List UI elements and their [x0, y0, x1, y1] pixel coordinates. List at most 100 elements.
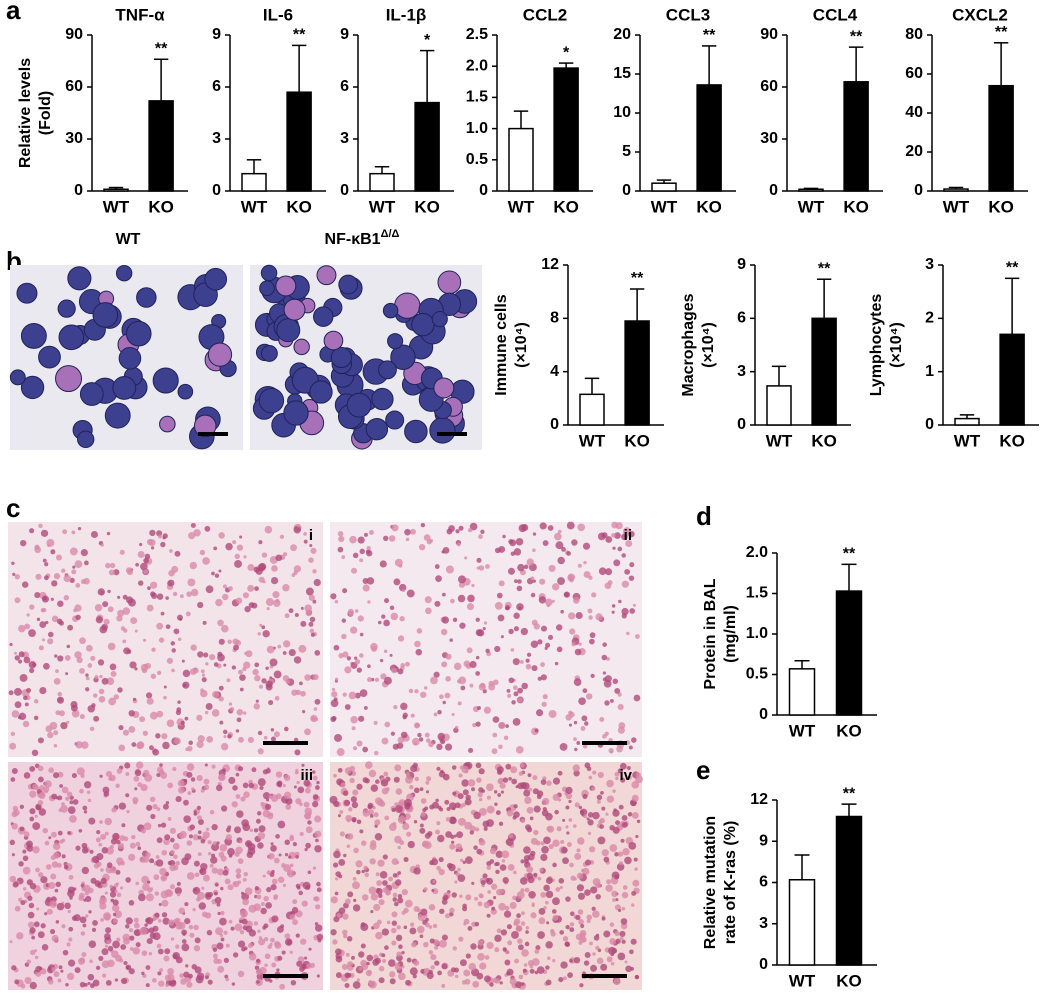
- panel-label: c: [6, 493, 20, 523]
- tissue-dot: [29, 604, 34, 609]
- tissue-dot: [29, 903, 35, 909]
- tissue-dot: [92, 928, 96, 932]
- tissue-dot: [151, 546, 154, 549]
- cell: [366, 419, 387, 440]
- y-tick-label: 20: [613, 26, 631, 43]
- cell: [80, 383, 103, 406]
- tissue-dot: [568, 574, 575, 581]
- y-tick-label: 0: [759, 706, 768, 723]
- tissue-dot: [250, 829, 253, 832]
- tissue-dot: [130, 843, 136, 849]
- tissue-dot: [553, 794, 560, 801]
- bar: [287, 92, 311, 191]
- tissue-dot: [310, 629, 314, 633]
- tissue-dot: [342, 913, 348, 919]
- tissue-dot: [606, 879, 611, 884]
- tissue-dot: [45, 621, 48, 624]
- tissue-dot: [353, 899, 356, 902]
- tissue-dot: [622, 907, 626, 911]
- tissue-dot: [362, 747, 368, 753]
- y-tick-label: 60: [905, 65, 923, 82]
- tissue-dot: [157, 767, 164, 774]
- tissue-dot: [171, 669, 175, 673]
- tissue-dot: [107, 590, 110, 593]
- tissue-dot: [243, 711, 246, 714]
- tissue-dot: [359, 558, 363, 562]
- y-tick-label: 3: [737, 363, 746, 380]
- tissue-dot: [249, 783, 255, 789]
- tissue-dot: [343, 934, 347, 938]
- tissue-dot: [186, 982, 192, 988]
- tissue-dot: [85, 673, 88, 676]
- tissue-dot: [115, 890, 118, 893]
- tissue-dot: [36, 907, 39, 910]
- tissue-dot: [360, 633, 364, 637]
- tissue-dot: [270, 938, 275, 943]
- tissue-dot: [410, 765, 417, 772]
- y-axis-label: Protein in BAL: [702, 578, 719, 689]
- y-tick-label: 9: [340, 26, 349, 43]
- tissue-dot: [314, 650, 320, 656]
- tissue-dot: [53, 772, 59, 778]
- tissue-dot: [363, 866, 367, 870]
- tissue-dot: [517, 891, 525, 899]
- x-tick-label: WT: [943, 197, 970, 216]
- tissue-dot: [395, 559, 403, 567]
- tissue-dot: [547, 956, 551, 960]
- tissue-dot: [402, 589, 405, 592]
- tissue-dot: [169, 549, 173, 553]
- tissue-dot: [58, 808, 61, 811]
- bar: [844, 82, 868, 191]
- tissue-dot: [389, 971, 395, 977]
- tissue-dot: [360, 689, 368, 697]
- tissue-dot: [231, 927, 235, 931]
- tissue-dot: [601, 807, 605, 811]
- tissue-dot: [223, 584, 227, 588]
- bar: [509, 129, 533, 191]
- tissue-dot: [513, 804, 517, 808]
- tissue-dot: [269, 943, 272, 946]
- tissue-dot: [587, 608, 592, 613]
- tissue-dot: [15, 906, 21, 912]
- tissue-dot: [273, 896, 277, 900]
- tissue-dot: [350, 626, 357, 633]
- tissue-dot: [487, 796, 491, 800]
- tissue-dot: [194, 861, 200, 867]
- y-tick-label: 2: [925, 310, 934, 327]
- tissue-dot: [624, 569, 630, 575]
- tissue-dot: [235, 554, 240, 559]
- tissue-dot: [455, 529, 459, 533]
- tissue-dot: [356, 870, 361, 875]
- tissue-dot: [352, 881, 360, 889]
- tissue-dot: [508, 629, 513, 634]
- x-tick-label: WT: [103, 197, 130, 216]
- x-tick-label: KO: [624, 431, 650, 450]
- tissue-dot: [520, 877, 528, 885]
- tissue-dot: [68, 937, 72, 941]
- tissue-dot: [290, 914, 296, 920]
- tissue-dot: [367, 546, 371, 550]
- tissue-dot: [565, 942, 570, 947]
- tissue-dot: [577, 884, 584, 891]
- tissue-dot: [631, 737, 637, 743]
- tissue-dot: [532, 548, 536, 552]
- tissue-dot: [145, 918, 150, 923]
- tissue-dot: [386, 890, 391, 895]
- tissue-dot: [103, 787, 110, 794]
- tissue-dot: [493, 679, 499, 685]
- tissue-dot: [303, 532, 307, 536]
- tissue-dot: [51, 580, 57, 586]
- tissue-dot: [384, 816, 389, 821]
- tissue-dot: [436, 821, 440, 825]
- tissue-dot: [543, 694, 548, 699]
- tissue-dot: [210, 856, 217, 863]
- tissue-dot: [510, 902, 517, 909]
- tissue-dot: [402, 715, 406, 719]
- tissue-dot: [543, 885, 550, 892]
- tissue-dot: [441, 963, 447, 969]
- tissue-dot: [243, 791, 250, 798]
- tissue-dot: [310, 548, 316, 554]
- tissue-dot: [595, 882, 601, 888]
- tissue-dot: [605, 884, 612, 891]
- tissue-dot: [339, 810, 343, 814]
